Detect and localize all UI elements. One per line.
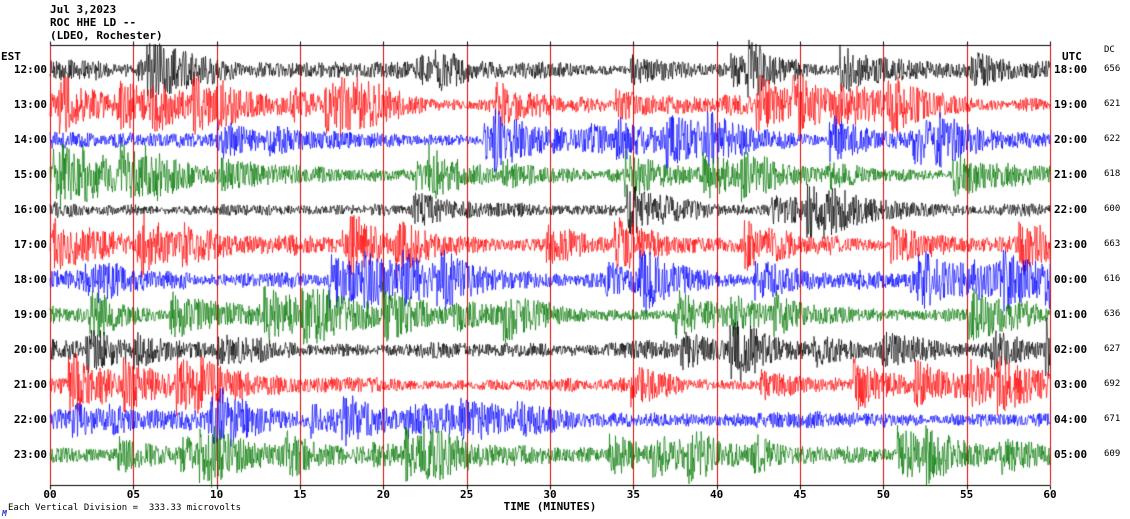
est-time-label: 12:00: [13, 63, 47, 76]
x-tick-label: 00: [43, 488, 57, 501]
scale-footnote: Each Vertical Division = 333.33 microvol…: [8, 503, 241, 513]
x-tick-label: 25: [460, 488, 474, 501]
dc-value: 627: [1104, 344, 1121, 354]
est-time-label: 18:00: [13, 273, 47, 286]
dc-value: 671: [1104, 414, 1121, 424]
est-time-label: 19:00: [13, 308, 47, 321]
utc-time-label: 01:00: [1054, 308, 1088, 321]
x-tick-label: 50: [876, 488, 890, 501]
x-tick-label: 15: [293, 488, 307, 501]
dc-value: 609: [1104, 449, 1121, 459]
x-tick-label: 20: [376, 488, 390, 501]
dc-value: 600: [1104, 204, 1121, 214]
est-time-label: 22:00: [13, 413, 47, 426]
utc-time-label: 05:00: [1054, 448, 1088, 461]
right-axis-title: UTC: [1062, 50, 1082, 63]
utc-time-label: 20:00: [1054, 133, 1088, 146]
est-time-label: 20:00: [13, 343, 47, 356]
dc-value: 616: [1104, 274, 1121, 284]
est-time-label: 21:00: [13, 378, 47, 391]
x-tick-label: 10: [210, 488, 224, 501]
dc-value: 663: [1104, 239, 1121, 249]
x-tick-label: 30: [543, 488, 557, 501]
dc-value: 621: [1104, 99, 1121, 109]
dc-value: 622: [1104, 134, 1121, 144]
est-time-label: 14:00: [13, 133, 47, 146]
x-tick-label: 05: [126, 488, 140, 501]
utc-time-label: 00:00: [1054, 273, 1088, 286]
x-tick-label: 55: [960, 488, 974, 501]
utc-time-label: 19:00: [1054, 98, 1088, 111]
header-location: (LDEO, Rochester): [50, 29, 163, 42]
utc-time-label: 02:00: [1054, 343, 1088, 356]
left-axis-title: EST: [1, 50, 21, 63]
est-time-label: 17:00: [13, 238, 47, 251]
est-time-label: 16:00: [13, 203, 47, 216]
utc-time-label: 18:00: [1054, 63, 1088, 76]
utc-time-label: 21:00: [1054, 168, 1088, 181]
x-tick-label: 40: [710, 488, 724, 501]
utc-time-label: 23:00: [1054, 238, 1088, 251]
dc-column-title: DC: [1104, 45, 1115, 55]
x-axis-label: TIME (MINUTES): [503, 500, 597, 513]
logo-mark: M: [2, 509, 7, 518]
utc-time-label: 04:00: [1054, 413, 1088, 426]
utc-time-label: 03:00: [1054, 378, 1088, 391]
x-tick-label: 60: [1043, 488, 1057, 501]
x-tick-label: 35: [626, 488, 640, 501]
est-time-label: 13:00: [13, 98, 47, 111]
header: Jul 3,2023 ROC HHE LD -- (LDEO, Rocheste…: [50, 3, 163, 42]
header-date: Jul 3,2023: [50, 3, 117, 16]
x-tick-label: 45: [793, 488, 807, 501]
header-station: ROC HHE LD --: [50, 16, 137, 29]
est-time-label: 15:00: [13, 168, 47, 181]
dc-value: 692: [1104, 379, 1121, 389]
dc-value: 636: [1104, 309, 1121, 319]
dc-value: 656: [1104, 64, 1121, 74]
dc-value: 618: [1104, 169, 1121, 179]
utc-time-label: 22:00: [1054, 203, 1088, 216]
est-time-label: 23:00: [13, 448, 47, 461]
